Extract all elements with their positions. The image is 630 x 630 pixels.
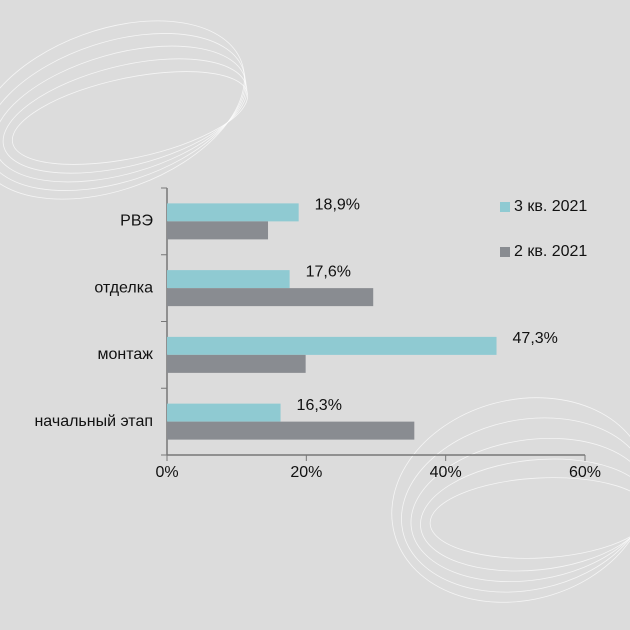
legend-swatch: [500, 247, 510, 257]
y-tick-label: монтаж: [98, 346, 154, 363]
x-tick-label: 60%: [569, 464, 601, 481]
y-tick-label: отделка: [94, 279, 153, 296]
x-tick-label: 40%: [430, 464, 462, 481]
bar: [167, 221, 269, 240]
y-tick-label: начальный этап: [34, 413, 153, 430]
value-label: 16,3%: [297, 397, 342, 414]
bar: [167, 403, 281, 422]
bar: [167, 336, 497, 355]
legend-label: 3 кв. 2021: [514, 198, 587, 215]
bar: [167, 203, 299, 222]
value-label: 17,6%: [306, 263, 351, 280]
legend-swatch: [500, 202, 510, 212]
bar: [167, 270, 290, 289]
legend-label: 2 кв. 2021: [514, 243, 587, 260]
x-tick-label: 0%: [155, 464, 178, 481]
x-tick-label: 20%: [290, 464, 322, 481]
value-label: 47,3%: [513, 330, 558, 347]
value-label: 18,9%: [315, 197, 360, 214]
decoration-bottom: [391, 397, 630, 603]
y-tick-label: РВЭ: [120, 213, 153, 230]
bar: [167, 354, 306, 373]
bar: [167, 421, 415, 440]
bar: [167, 288, 374, 307]
decoration-top: [0, 20, 249, 200]
